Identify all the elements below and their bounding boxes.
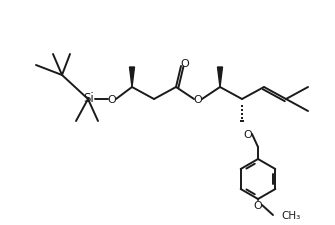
Text: O: O (181, 59, 189, 69)
Text: O: O (244, 129, 252, 139)
Polygon shape (130, 68, 134, 88)
Text: O: O (254, 200, 262, 210)
Text: Si: Si (84, 92, 94, 105)
Text: CH₃: CH₃ (281, 210, 300, 220)
Polygon shape (217, 68, 222, 88)
Text: O: O (108, 94, 116, 105)
Text: O: O (194, 94, 202, 105)
